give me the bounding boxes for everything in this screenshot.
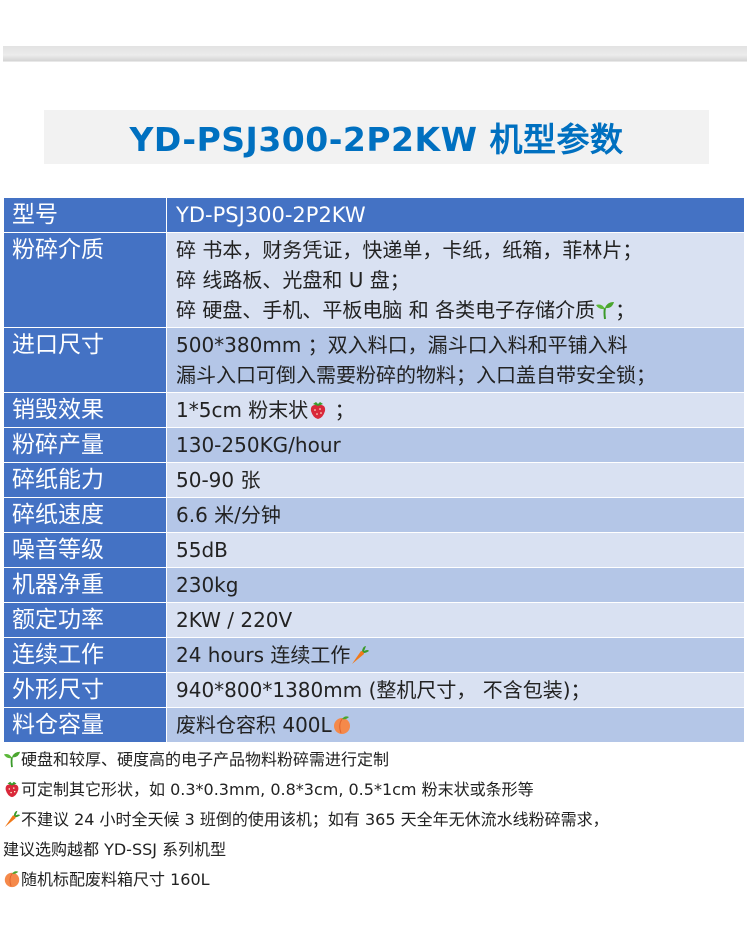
- value-text: 碎 书本，财务凭证，快递单，卡纸，纸箱，菲林片；: [176, 238, 643, 262]
- spec-table: 型号 YD-PSJ300-2P2KW 粉碎介质碎 书本，财务凭证，快递单，卡纸，纸箱…: [3, 197, 745, 743]
- row-label: 粉碎介质: [3, 232, 167, 328]
- row-label: 噪音等级: [3, 532, 167, 568]
- value-text: 50-90 张: [176, 468, 261, 492]
- row-value: 500*380mm ；双入料口，漏斗口入料和平铺入料漏斗入口可倒入需要粉碎的物料…: [166, 327, 745, 393]
- footnote-text: 硬盘和较厚、硬度高的电子产品物料粉碎需进行定制: [21, 750, 390, 769]
- row-label: 外形尺寸: [3, 672, 167, 708]
- table-row: 碎纸能力 50-90 张: [3, 462, 745, 498]
- footnote: 硬盘和较厚、硬度高的电子产品物料粉碎需进行定制: [3, 745, 748, 775]
- title-banner: YD-PSJ300-2P2KW 机型参数: [44, 110, 709, 164]
- value-line: 6.6 米/分钟: [176, 500, 744, 530]
- value-line: YD-PSJ300-2P2KW: [176, 200, 744, 230]
- table-row: 额定功率 2KW / 220V: [3, 602, 745, 638]
- value-text: 碎 硬盘、手机、平板电脑 和 各类电子存储介质: [176, 298, 596, 322]
- row-label: 机器净重: [3, 567, 167, 603]
- table-row: 粉碎介质碎 书本，财务凭证，快递单，卡纸，纸箱，菲林片； 碎 线路板、光盘和 U …: [3, 232, 745, 328]
- value-line: 2KW / 220V: [176, 605, 744, 635]
- value-text: 2KW / 220V: [176, 608, 293, 632]
- table-row: 型号 YD-PSJ300-2P2KW: [3, 197, 745, 233]
- strawberry-icon: [3, 778, 21, 798]
- value-text: 6.6 米/分钟: [176, 503, 281, 527]
- footnote: 随机标配废料箱尺寸 160L: [3, 865, 748, 895]
- value-text: YD-PSJ300-2P2KW: [176, 203, 366, 227]
- row-label: 销毁效果: [3, 392, 167, 428]
- top-divider: [3, 46, 747, 62]
- value-line: 废料仓容积 400L: [176, 710, 744, 740]
- value-text: 940*800*1380mm (整机尺寸， 不含包装)；: [176, 678, 591, 702]
- value-text: 500*380mm ；双入料口，漏斗口入料和平铺入料: [176, 333, 628, 357]
- footnote-text: 随机标配废料箱尺寸 160L: [21, 870, 210, 889]
- row-label: 料仓容量: [3, 707, 167, 743]
- row-label: 额定功率: [3, 602, 167, 638]
- value-text: 55dB: [176, 538, 228, 562]
- row-value: 940*800*1380mm (整机尺寸， 不含包装)；: [166, 672, 745, 708]
- seedling-icon: [595, 298, 615, 320]
- carrot-icon: [350, 643, 370, 664]
- row-value: 24 hours 连续工作: [166, 637, 745, 673]
- carrot-icon: [3, 808, 21, 828]
- row-label: 碎纸能力: [3, 462, 167, 498]
- footnotes: 硬盘和较厚、硬度高的电子产品物料粉碎需进行定制可定制其它形状，如 0.3*0.3…: [3, 745, 748, 895]
- value-line: 1*5cm 粉末状 ；: [176, 395, 744, 425]
- footnote-text: 可定制其它形状，如 0.3*0.3mm, 0.8*3cm, 0.5*1cm 粉末…: [21, 780, 534, 799]
- row-value: 1*5cm 粉末状 ；: [166, 392, 745, 428]
- peach-icon: [332, 713, 352, 734]
- row-value: 55dB: [166, 532, 745, 568]
- row-label: 碎纸速度: [3, 497, 167, 533]
- value-line: 230kg: [176, 570, 744, 600]
- seedling-icon: [3, 748, 21, 768]
- value-tail: ；: [615, 298, 636, 322]
- value-line: 500*380mm ；双入料口，漏斗口入料和平铺入料: [176, 330, 744, 360]
- value-line: 940*800*1380mm (整机尺寸， 不含包装)；: [176, 675, 744, 705]
- table-row: 噪音等级 55dB: [3, 532, 745, 568]
- value-line: 碎 书本，财务凭证，快递单，卡纸，纸箱，菲林片；: [176, 235, 744, 265]
- value-text: 废料仓容积 400L: [176, 713, 332, 737]
- content: 型号 YD-PSJ300-2P2KW 粉碎介质碎 书本，财务凭证，快递单，卡纸，纸箱…: [3, 197, 748, 895]
- value-line: 漏斗入口可倒入需要粉碎的物料；入口盖自带安全锁；: [176, 360, 744, 390]
- table-row: 粉碎产量 130-250KG/hour: [3, 427, 745, 463]
- row-label: 进口尺寸: [3, 327, 167, 393]
- value-line: 24 hours 连续工作: [176, 640, 744, 670]
- value-line: 50-90 张: [176, 465, 744, 495]
- peach-icon: [3, 868, 21, 888]
- footnote: 可定制其它形状，如 0.3*0.3mm, 0.8*3cm, 0.5*1cm 粉末…: [3, 775, 748, 805]
- row-label: 型号: [3, 197, 167, 233]
- row-value: 50-90 张: [166, 462, 745, 498]
- row-value: 碎 书本，财务凭证，快递单，卡纸，纸箱，菲林片； 碎 线路板、光盘和 U 盘； 碎 …: [166, 232, 745, 328]
- table-row: 料仓容量 废料仓容积 400L: [3, 707, 745, 743]
- table-row: 碎纸速度 6.6 米/分钟: [3, 497, 745, 533]
- row-value: 废料仓容积 400L: [166, 707, 745, 743]
- strawberry-icon: [308, 398, 328, 419]
- value-line: 55dB: [176, 535, 744, 565]
- row-value: YD-PSJ300-2P2KW: [166, 197, 745, 233]
- table-row: 外形尺寸 940*800*1380mm (整机尺寸， 不含包装)；: [3, 672, 745, 708]
- footnote-text: 建议选购越都 YD-SSJ 系列机型: [3, 840, 227, 859]
- value-tail: ；: [328, 398, 355, 422]
- table-row: 机器净重 230kg: [3, 567, 745, 603]
- footnote-text: 不建议 24 小时全天候 3 班倒的使用该机；如有 365 天全年无休流水线粉碎…: [21, 810, 609, 829]
- value-text: 1*5cm 粉末状: [176, 398, 309, 422]
- table-row: 连续工作 24 hours 连续工作: [3, 637, 745, 673]
- table-row: 销毁效果 1*5cm 粉末状 ；: [3, 392, 745, 428]
- value-text: 230kg: [176, 573, 239, 597]
- value-line: 130-250KG/hour: [176, 430, 744, 460]
- value-text: 24 hours 连续工作: [176, 643, 351, 667]
- value-line: 碎 线路板、光盘和 U 盘；: [176, 265, 744, 295]
- row-value: 130-250KG/hour: [166, 427, 745, 463]
- value-text: 漏斗入口可倒入需要粉碎的物料；入口盖自带安全锁；: [176, 363, 656, 387]
- footnote: 不建议 24 小时全天候 3 班倒的使用该机；如有 365 天全年无休流水线粉碎…: [3, 805, 748, 835]
- row-label: 粉碎产量: [3, 427, 167, 463]
- row-value: 230kg: [166, 567, 745, 603]
- page-title: YD-PSJ300-2P2KW 机型参数: [129, 120, 624, 159]
- row-label: 连续工作: [3, 637, 167, 673]
- footnote: 建议选购越都 YD-SSJ 系列机型: [3, 835, 748, 865]
- row-value: 2KW / 220V: [166, 602, 745, 638]
- value-line: 碎 硬盘、手机、平板电脑 和 各类电子存储介质 ；: [176, 295, 744, 325]
- value-text: 130-250KG/hour: [176, 433, 341, 457]
- value-text: 碎 线路板、光盘和 U 盘；: [176, 268, 410, 292]
- row-value: 6.6 米/分钟: [166, 497, 745, 533]
- table-row: 进口尺寸 500*380mm ；双入料口，漏斗口入料和平铺入料 漏斗入口可倒入需要粉…: [3, 327, 745, 393]
